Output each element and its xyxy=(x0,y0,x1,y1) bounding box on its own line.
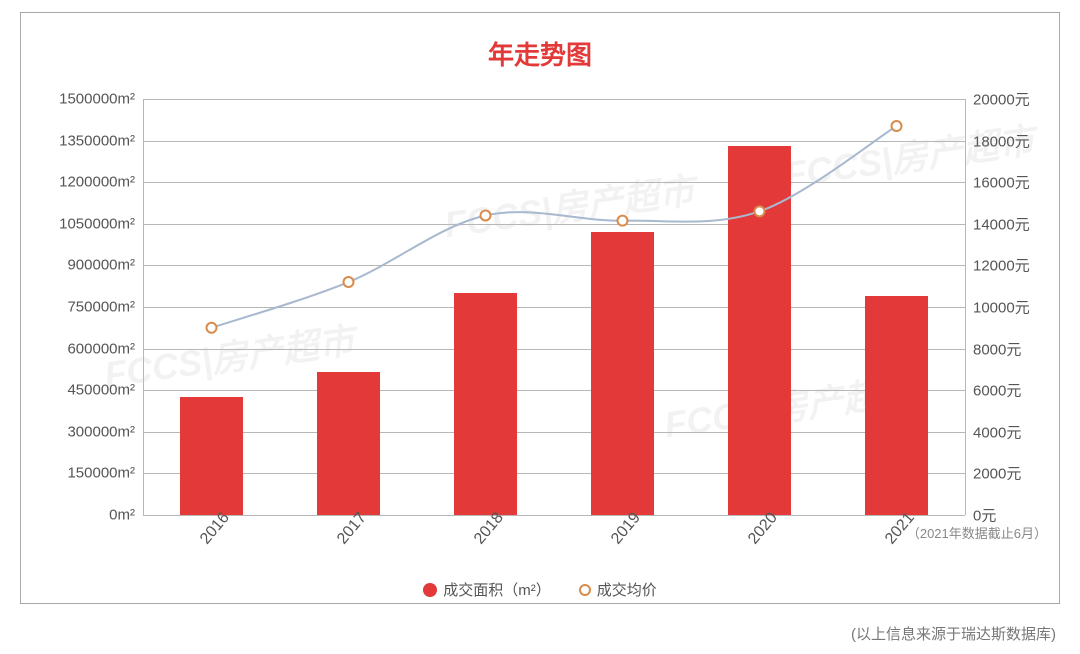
y-right-tick-label: 12000元 xyxy=(965,255,1030,276)
legend-line-icon xyxy=(579,584,591,596)
line-marker xyxy=(892,121,902,131)
line-marker xyxy=(618,216,628,226)
y-right-tick-label: 4000元 xyxy=(965,421,1021,442)
y-right-tick-label: 8000元 xyxy=(965,338,1021,359)
legend-line-label: 成交均价 xyxy=(597,579,657,600)
y-left-tick-label: 1500000m² xyxy=(59,91,143,108)
y-right-axis xyxy=(965,99,966,515)
line-series xyxy=(143,99,965,515)
y-right-tick-label: 16000元 xyxy=(965,172,1030,193)
y-left-tick-label: 900000m² xyxy=(67,257,143,274)
line-marker xyxy=(344,277,354,287)
y-right-tick-label: 2000元 xyxy=(965,463,1021,484)
source-note: (以上信息来源于瑞达斯数据库) xyxy=(851,623,1056,644)
y-left-tick-label: 150000m² xyxy=(67,465,143,482)
y-right-tick-label: 10000元 xyxy=(965,297,1030,318)
y-left-tick-label: 600000m² xyxy=(67,340,143,357)
chart-frame: 年走势图 FCCS|房产超市 FCCS|房产超市 FCCS|房产超市 FCCS|… xyxy=(20,12,1060,604)
gridline xyxy=(143,515,965,516)
legend-bar-icon xyxy=(423,583,437,597)
legend-item-bars: 成交面积（m²） xyxy=(423,579,551,600)
y-right-tick-label: 14000元 xyxy=(965,213,1030,234)
y-right-tick-label: 20000元 xyxy=(965,89,1030,110)
y-left-tick-label: 1050000m² xyxy=(59,215,143,232)
y-right-tick-label: 18000元 xyxy=(965,130,1030,151)
line-marker xyxy=(755,206,765,216)
data-cutoff-note: （2021年数据截止6月） xyxy=(907,523,1047,542)
legend: 成交面积（m²） 成交均价 xyxy=(21,579,1059,600)
chart-title: 年走势图 xyxy=(21,35,1059,72)
y-left-tick-label: 1350000m² xyxy=(59,132,143,149)
y-left-tick-label: 0m² xyxy=(109,507,143,524)
y-left-tick-label: 1200000m² xyxy=(59,174,143,191)
legend-bar-label: 成交面积（m²） xyxy=(443,579,551,600)
y-right-tick-label: 6000元 xyxy=(965,380,1021,401)
line-marker xyxy=(481,210,491,220)
y-left-tick-label: 450000m² xyxy=(67,382,143,399)
line-marker xyxy=(207,323,217,333)
legend-item-line: 成交均价 xyxy=(579,579,657,600)
y-left-tick-label: 750000m² xyxy=(67,299,143,316)
y-left-tick-label: 300000m² xyxy=(67,423,143,440)
plot-area: FCCS|房产超市 FCCS|房产超市 FCCS|房产超市 FCCS|房产超市 … xyxy=(143,99,965,515)
